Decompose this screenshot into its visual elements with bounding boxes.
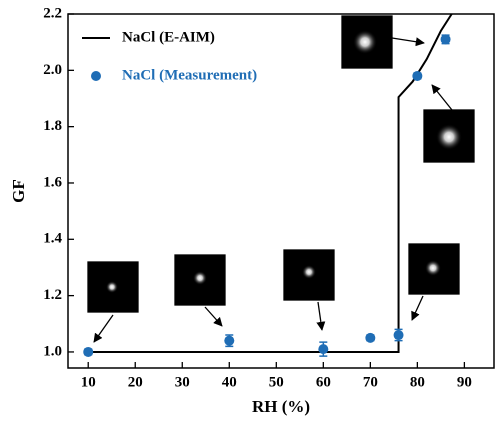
- y-tick-label: 1.2: [43, 287, 62, 303]
- x-tick-label: 30: [175, 374, 190, 390]
- legend-swatch: [91, 71, 101, 81]
- x-tick-label: 40: [222, 374, 237, 390]
- point: [318, 344, 329, 355]
- y-tick-label: 2.0: [43, 62, 62, 78]
- y-tick-label: 2.2: [43, 5, 62, 21]
- plot-frame: [67, 13, 495, 369]
- x-axis-label: RH (%): [252, 397, 310, 416]
- x-tick-label: 90: [457, 374, 472, 390]
- x-tick-label: 50: [269, 374, 284, 390]
- x-tick-label: 70: [363, 374, 378, 390]
- x-tick-label: 60: [316, 374, 331, 390]
- legend-label: NaCl (E-AIM): [122, 29, 215, 45]
- y-axis-label: GF: [9, 179, 28, 203]
- x-tick-label: 80: [410, 374, 425, 390]
- legend-label: NaCl (Measurement): [122, 67, 257, 83]
- point: [393, 330, 404, 341]
- x-tick-label: 20: [128, 374, 143, 390]
- point: [83, 346, 94, 357]
- y-tick-label: 1.0: [43, 343, 62, 359]
- point: [412, 70, 423, 81]
- y-tick-label: 1.8: [43, 118, 62, 134]
- x-tick-label: 10: [81, 374, 96, 390]
- line: [88, 13, 453, 353]
- y-tick-label: 1.4: [43, 231, 62, 247]
- point: [440, 34, 451, 45]
- y-tick-label: 1.6: [43, 174, 62, 190]
- insets: [87, 15, 475, 343]
- point: [224, 335, 235, 346]
- point: [365, 332, 376, 343]
